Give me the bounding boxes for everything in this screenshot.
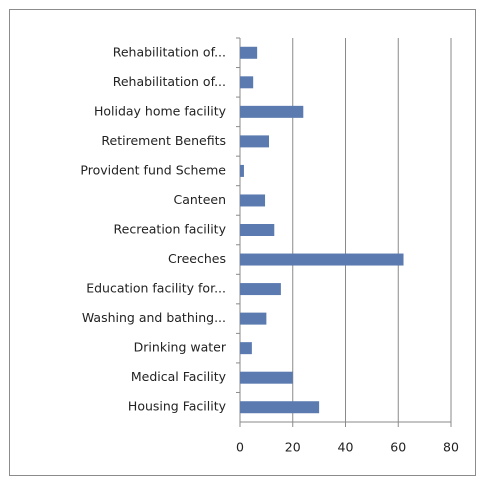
x-tick-label: 80 xyxy=(443,440,459,455)
bar xyxy=(240,194,266,207)
y-tick-label: Drinking water xyxy=(134,340,227,355)
y-tick-label: Provident fund Scheme xyxy=(80,162,226,177)
y-tick-label: Washing and bathing... xyxy=(82,310,226,325)
bar xyxy=(240,76,254,89)
bar xyxy=(240,105,304,118)
bar xyxy=(240,401,320,414)
bar xyxy=(240,371,293,384)
bar xyxy=(240,135,270,148)
x-tick-label: 60 xyxy=(390,440,406,455)
x-tick-label: 40 xyxy=(338,440,354,455)
x-tick-label: 0 xyxy=(236,440,244,455)
y-tick-label: Creeches xyxy=(168,251,226,266)
y-tick-label: Holiday home facility xyxy=(94,103,227,118)
y-tick-label: Rehabilitation of... xyxy=(113,44,226,59)
bar xyxy=(240,46,258,59)
y-tick-label: Medical Facility xyxy=(131,369,227,384)
bar xyxy=(240,164,244,177)
bar xyxy=(240,283,281,296)
y-tick-label: Housing Facility xyxy=(128,399,227,414)
bar xyxy=(240,224,275,236)
bar xyxy=(240,312,267,325)
bar xyxy=(240,342,252,355)
x-tick-label: 20 xyxy=(285,440,301,455)
y-tick-label: Rehabilitation of... xyxy=(113,74,226,89)
y-tick-label: Retirement Benefits xyxy=(101,133,226,148)
y-tick-label: Education facility for... xyxy=(86,281,226,296)
bar xyxy=(240,253,404,266)
y-tick-label: Recreation facility xyxy=(114,222,227,237)
y-tick-label: Canteen xyxy=(173,192,226,207)
